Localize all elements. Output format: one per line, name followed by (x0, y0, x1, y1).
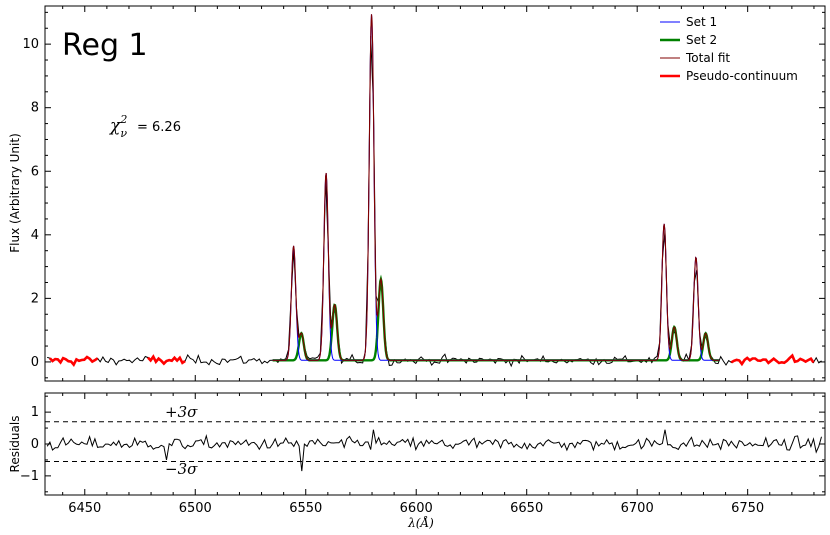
residuals-y-tick-label: 1 (31, 405, 39, 420)
set-2-line (272, 274, 719, 362)
y-tick-label: 0 (31, 355, 39, 370)
main-series (47, 14, 822, 368)
main-x-ticks (62, 6, 815, 381)
main-y-ticks: 0 2 4 6 8 10 (22, 11, 825, 379)
pseudo-continuum-line (730, 353, 815, 367)
residuals-y-ticks: −1 0 1 (20, 395, 825, 493)
residuals-y-label: Residuals (8, 416, 22, 473)
set-1-line (272, 14, 719, 361)
x-tick-label: 6600 (400, 501, 433, 516)
legend-label: Total fit (685, 51, 730, 65)
y-tick-label: 10 (22, 37, 39, 52)
y-tick-label: 4 (31, 228, 39, 243)
x-axis-label: λ(Å) (407, 515, 434, 530)
region-label: Reg 1 (62, 28, 148, 63)
x-axis-symbol: λ (407, 516, 416, 530)
residuals-panel: −1 0 1 6450 6500 6550 6600 6650 6700 6750 Residu… (8, 392, 826, 530)
x-tick-label: 6700 (621, 501, 654, 516)
chi-symbol: χ (109, 116, 122, 136)
main-panel: 0 2 4 6 8 10 Flux (Arbitrary Unit) Reg 1 χ2 ν … (8, 5, 826, 382)
main-plot-frame (44, 5, 826, 382)
y-tick-label: 2 (31, 291, 39, 306)
x-tick-label: 6650 (510, 501, 543, 516)
chi-super: 2 (119, 113, 127, 126)
residuals-x-ticks: 6450 6500 6550 6600 6650 6700 6750 (62, 393, 815, 516)
chi-squared-label: χ2 ν = 6.26 (109, 113, 181, 140)
x-tick-label: 6550 (289, 501, 322, 516)
plus-sigma-label: +3σ (165, 403, 198, 421)
residuals-y-tick-label: 0 (31, 437, 39, 452)
total-fit-line (272, 14, 719, 361)
x-axis-unit: (Å) (416, 515, 434, 530)
chi-value: = 6.26 (137, 120, 181, 135)
x-tick-label: 6450 (68, 501, 101, 516)
x-tick-label: 6750 (731, 501, 764, 516)
y-tick-label: 6 (31, 164, 39, 179)
pseudo-continuum-line (147, 354, 186, 366)
observed-spectrum-line (47, 35, 822, 368)
x-tick-label: 6500 (179, 501, 212, 516)
residuals-y-tick-label: −1 (20, 469, 39, 484)
legend: Set 1 Set 2 Total fit Pseudo-continuum (660, 15, 798, 83)
chi-sub: ν (120, 127, 127, 140)
y-tick-label: 8 (31, 101, 39, 116)
residuals-line (46, 429, 822, 472)
residuals-series (45, 421, 825, 472)
legend-label: Set 2 (686, 33, 717, 47)
svg-text:χ2ν: χ2 ν (109, 113, 127, 140)
legend-label: Pseudo-continuum (686, 69, 798, 83)
minus-sigma-label: −3σ (165, 460, 198, 478)
pseudo-continuum-line (48, 355, 99, 368)
legend-label: Set 1 (686, 15, 717, 29)
y-axis-label: Flux (Arbitrary Unit) (8, 133, 22, 252)
